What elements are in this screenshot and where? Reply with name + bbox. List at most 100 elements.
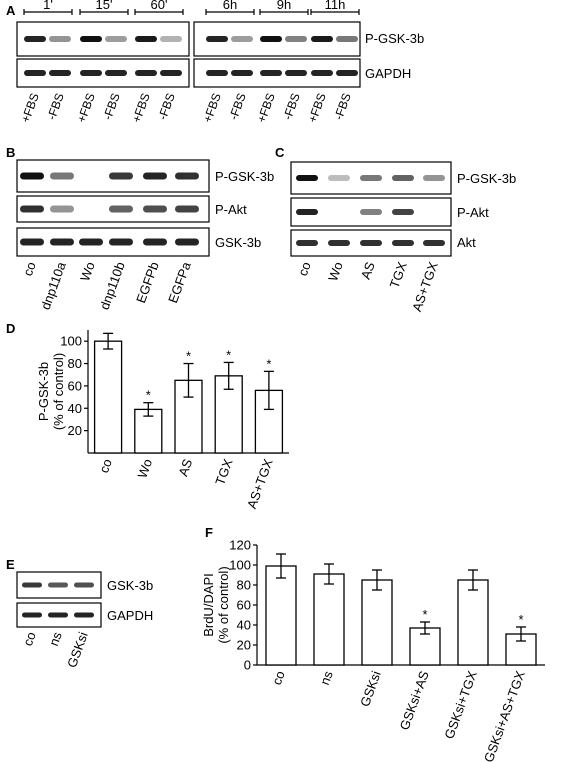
band [143, 205, 167, 213]
panel-b-letter: B [6, 145, 15, 160]
band [328, 240, 350, 246]
panel-d: D 20 40 60 80 100 P-GSK-3b (% of control) co * Wo… [6, 321, 289, 511]
band [175, 238, 199, 246]
band-pgsk [49, 36, 71, 42]
lane-label: +FBS [74, 91, 98, 124]
timepoint-label: 6h [223, 0, 237, 12]
blot-e-label-gsk: GSK-3b [107, 578, 153, 593]
lane-label: -FBS [226, 91, 249, 121]
blot-a-lane-labels: +FBS -FBS +FBS -FBS +FBS -FBS +FBS -FBS +FBS -FBS… [18, 91, 354, 124]
y-axis-label: P-GSK-3b [36, 362, 51, 421]
lane-label: AS [358, 260, 378, 282]
lane-label: -FBS [44, 91, 67, 121]
bar [313, 573, 345, 666]
x-tick-label: AS+TGX [244, 457, 276, 511]
band-gapdh [285, 70, 307, 76]
x-tick-label: TGX [212, 457, 235, 488]
lane-label: EGFPb [133, 260, 162, 305]
blot-a-label-gapdh: GAPDH [365, 66, 411, 81]
band [48, 612, 68, 618]
band [22, 582, 42, 588]
blot-b-bands [20, 172, 199, 246]
x-tick-label: AS [175, 457, 195, 479]
significance-marker: * [422, 607, 427, 622]
lane-label: -FBS [331, 91, 354, 121]
chart-f: 0 20 40 60 80 100 120 BrdU/DAPI (% of control) co… [201, 538, 545, 762]
timepoint-label: 9h [277, 0, 291, 12]
blot-e-lane-labels: co ns GSKsi [20, 629, 91, 669]
band-pgsk [105, 36, 127, 42]
band [109, 238, 133, 246]
band [328, 175, 350, 181]
blot-c-lane-labels: co Wo AS TGX AS+TGX [295, 260, 441, 314]
timepoint-label: 15' [96, 0, 113, 12]
y-axis-label: (% of control) [216, 566, 231, 643]
band [74, 612, 94, 618]
band [360, 240, 382, 246]
lane-label: AS+TGX [409, 260, 441, 314]
band-gapdh [206, 70, 228, 76]
band [175, 172, 199, 180]
lane-label: TGX [387, 260, 410, 291]
lane-label: co [20, 630, 39, 648]
y-axis-label: (% of control) [51, 353, 66, 430]
y-axis-label: BrdU/DAPI [201, 573, 216, 637]
band-gapdh [24, 70, 46, 76]
bar [93, 340, 123, 454]
band-gapdh [311, 70, 333, 76]
x-tick-label: ns [317, 668, 336, 687]
panel-e-letter: E [6, 557, 15, 572]
lane-label: +FBS [18, 91, 42, 124]
x-tick-label: GSKsi [357, 669, 384, 709]
lane-label: EGFPa [165, 259, 194, 305]
timepoint-label: 1' [43, 0, 53, 12]
significance-marker: * [186, 349, 191, 364]
timepoint-label: 60' [151, 0, 168, 12]
chart-d: 20 40 60 80 100 P-GSK-3b (% of control) co * Wo * A… [36, 330, 289, 511]
band [423, 175, 445, 181]
blot-c-label-pgsk: P-GSK-3b [457, 171, 516, 186]
panel-f: F 0 20 40 60 80 100 120 BrdU/DAPI (% of control)… [201, 525, 545, 762]
lane-label: co [295, 260, 314, 278]
panel-f-letter: F [205, 525, 213, 540]
band-gapdh [336, 70, 358, 76]
y-tick-label: 80 [237, 578, 251, 593]
lane-label: +FBS [254, 91, 278, 124]
y-tick-label: 100 [60, 334, 82, 349]
significance-marker: * [518, 612, 523, 627]
lane-label: dnp110a [38, 259, 69, 312]
lane-label: -FBS [155, 91, 178, 121]
x-tick-label: Wo [134, 457, 155, 480]
bar [457, 579, 489, 666]
lane-label: Wo [77, 260, 98, 283]
y-tick-label: 100 [229, 558, 251, 573]
band [50, 172, 74, 180]
band-pgsk [336, 36, 358, 42]
blot-b-label-pgsk: P-GSK-3b [215, 169, 274, 184]
lane-label: +FBS [200, 91, 224, 124]
y-tick-label: 60 [68, 378, 82, 393]
band [296, 240, 318, 246]
lane-label: -FBS [100, 91, 123, 121]
timepoint-label: 11h [325, 0, 346, 12]
band-gapdh [135, 70, 157, 76]
band-gapdh [260, 70, 282, 76]
band [392, 240, 414, 246]
band-gapdh [231, 70, 253, 76]
band [175, 205, 199, 213]
bar [265, 565, 297, 666]
y-tick-label: 80 [68, 356, 82, 371]
band [296, 175, 318, 181]
band-pgsk [231, 36, 253, 42]
blot-c-bands [296, 175, 445, 246]
band [392, 175, 414, 181]
panel-a-letter: A [6, 3, 16, 18]
blot-a-pgsk-left [16, 21, 190, 57]
x-tick-label: co [269, 669, 288, 687]
band-pgsk [160, 36, 182, 42]
band [143, 172, 167, 180]
y-tick-label: 40 [68, 401, 82, 416]
band [360, 209, 382, 215]
y-tick-label: 60 [237, 598, 251, 613]
